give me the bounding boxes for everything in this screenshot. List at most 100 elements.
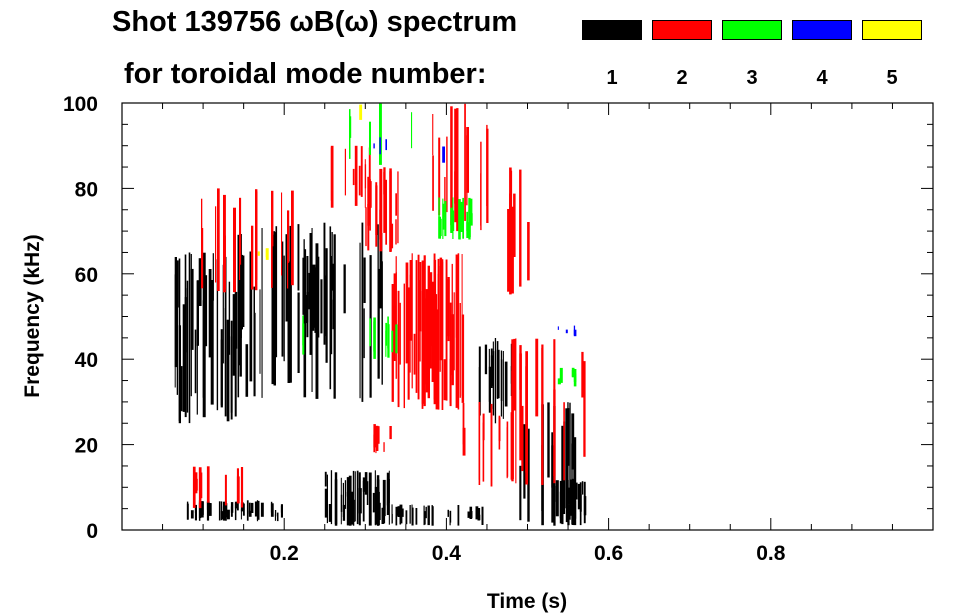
mode-1-streak	[397, 506, 400, 517]
mode-1-streak	[411, 507, 414, 526]
mode-3-streak	[466, 222, 469, 238]
mode-1-streak	[359, 242, 361, 399]
mode-2-region	[201, 188, 294, 293]
mode-1-streak	[316, 256, 320, 338]
mode-1-streak	[194, 329, 197, 394]
mode-2-streak	[427, 265, 430, 399]
mode-1-streak	[259, 289, 261, 374]
mode-2-streak	[507, 209, 510, 292]
mode-1-streak	[523, 424, 526, 499]
mode-1-streak	[561, 478, 564, 523]
mode-2-streak	[287, 254, 289, 289]
mode-2-streak	[379, 168, 383, 252]
mode-4-streak	[385, 139, 387, 151]
mode-2-streak	[439, 257, 443, 361]
mode-2-streak	[255, 191, 258, 280]
mode-2-streak	[354, 145, 358, 206]
mode-2-streak	[510, 412, 513, 480]
mode-1-streak	[573, 500, 577, 519]
legend-label-mode-4: 4	[816, 67, 828, 89]
mode-3-streak	[438, 216, 441, 239]
mode-4-streak	[557, 326, 559, 330]
y-axis-label: Frequency (kHz)	[21, 234, 44, 398]
mode-2-region	[462, 402, 513, 487]
mode-4-streak	[565, 329, 568, 334]
mode-3-streak	[395, 324, 398, 354]
mode-2-region	[391, 253, 465, 410]
mode-2-streak	[462, 427, 466, 456]
mode-2-streak	[375, 185, 378, 235]
mode-2-streak	[513, 338, 516, 411]
y-tick-label: 40	[75, 349, 98, 372]
mode-3-streak	[379, 124, 382, 146]
mode-2-streak	[224, 474, 227, 506]
mode-1-streak	[378, 502, 381, 520]
mode-3-streak	[452, 197, 454, 239]
mode-1-streak	[324, 488, 327, 518]
mode-1-streak	[245, 344, 249, 397]
mode-1-streak	[190, 268, 194, 350]
mode-3-streak	[468, 210, 471, 238]
mode-1-streak	[478, 367, 481, 406]
mode-1-streak	[377, 224, 379, 325]
mode-1-streak	[216, 259, 219, 411]
mode-1-streak	[395, 506, 398, 516]
y-tick-label: 0	[86, 520, 98, 543]
mode-1-streak	[253, 286, 255, 392]
mode-1-streak	[234, 502, 237, 521]
mode-1-streak	[220, 511, 224, 520]
mode-1-streak	[481, 506, 484, 525]
mode-1-streak	[469, 506, 473, 519]
mode-2-streak	[397, 171, 399, 244]
mode-1-streak	[196, 280, 198, 415]
mode-1-streak	[363, 308, 365, 359]
mode-2-streak	[417, 254, 420, 400]
mode-2-region	[507, 167, 530, 295]
mode-2-streak	[441, 259, 444, 410]
mode-2-streak	[438, 137, 441, 216]
mode-1-streak	[285, 234, 288, 283]
mode-2-streak	[385, 179, 387, 245]
legend-label-mode-2: 2	[676, 67, 688, 89]
mode-2-streak	[281, 192, 283, 276]
mode-4-streak	[442, 146, 445, 163]
mode-1-streak	[381, 507, 385, 524]
mode-5-streak	[359, 104, 363, 120]
mode-2-streak	[201, 198, 203, 281]
mode-1-streak	[569, 402, 571, 520]
mode-1-streak	[364, 472, 368, 495]
mode-2-streak	[429, 272, 433, 347]
mode-2-streak	[391, 223, 394, 249]
mode-2-streak	[405, 262, 409, 364]
mode-1-streak	[329, 226, 332, 390]
mode-1-streak	[224, 256, 227, 417]
mode-1-streak	[348, 482, 351, 498]
mode-1-streak	[212, 253, 214, 301]
mode-1-streak	[567, 504, 570, 526]
mode-1-streak	[490, 355, 494, 386]
mode-2-streak	[563, 402, 565, 481]
mode-1-streak	[289, 274, 292, 383]
mode-1-streak	[303, 249, 307, 398]
mode-1-streak	[362, 480, 365, 522]
mode-1-region	[551, 478, 587, 526]
mode-3-streak	[450, 220, 453, 233]
mode-1-streak	[425, 506, 427, 519]
mode-1-streak	[343, 264, 346, 314]
mode-1-streak	[581, 481, 584, 495]
mode-1-streak	[500, 359, 503, 401]
mode-1-streak	[571, 478, 574, 525]
mode-2-streak	[432, 114, 434, 156]
mode-1-streak	[275, 226, 278, 358]
mode-2-streak	[437, 258, 440, 410]
mode-3-streak	[559, 367, 563, 383]
mode-1-streak	[198, 500, 201, 521]
mode-1-streak	[415, 508, 418, 525]
mode-2-streak	[330, 147, 333, 201]
mode-1-streak	[220, 339, 223, 408]
mode-1-streak	[492, 351, 495, 416]
mode-1-streak	[567, 487, 571, 505]
mode-1-streak	[356, 470, 359, 525]
mode-2-streak	[446, 136, 448, 213]
mode-1-streak	[283, 255, 285, 362]
